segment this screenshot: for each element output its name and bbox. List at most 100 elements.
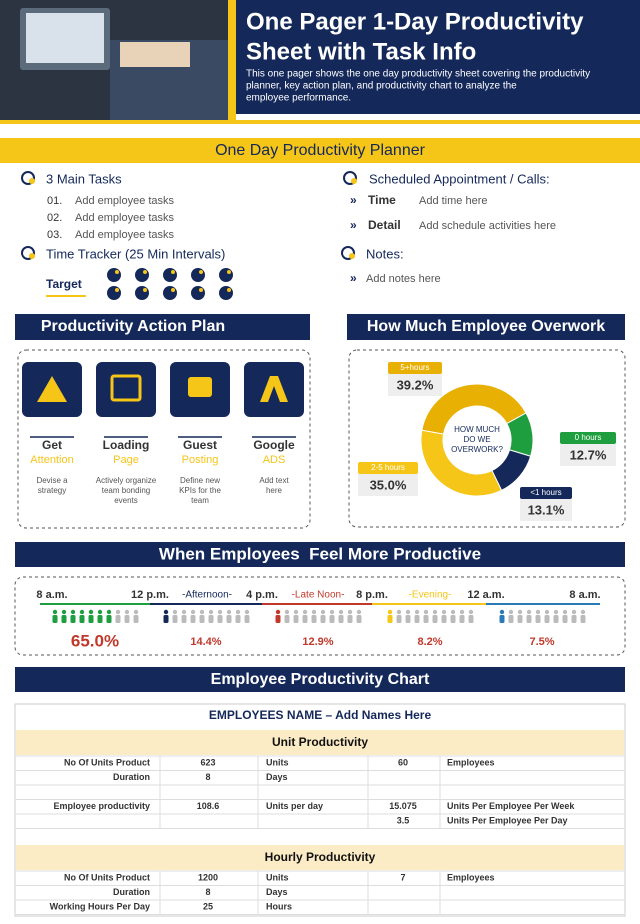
person-head [571, 609, 577, 615]
table-cell: 7 [400, 872, 405, 882]
icon-glyph [110, 374, 142, 402]
title: One Pager 1-Day Productivity [246, 8, 584, 35]
task-text: Add employee tasks [75, 229, 175, 241]
person-body [517, 615, 523, 623]
person-body [133, 615, 139, 623]
action-icon [244, 362, 304, 417]
value-box [388, 374, 442, 396]
legend-label: 0 hours [575, 433, 602, 442]
value-label: 12.7% [570, 447, 607, 462]
person-body [396, 615, 402, 623]
value-label: 39.2% [397, 377, 434, 392]
share-label: 12.9% [302, 636, 333, 648]
tracker-dot-accent [143, 288, 147, 292]
person-head [387, 609, 393, 615]
description-line: employee performance. [246, 93, 351, 104]
chevron: » [350, 271, 357, 285]
person-body [580, 615, 586, 623]
heading: Scheduled Appointment / Calls: [369, 171, 550, 186]
section-band [15, 667, 625, 692]
table-cell: 8 [205, 772, 210, 782]
legend-tag [358, 462, 418, 474]
person-head [450, 609, 456, 615]
tracker-dot [163, 286, 177, 300]
legend-tag [388, 362, 442, 374]
tracker-dot [219, 286, 233, 300]
description: This one pager shows the one day product… [246, 69, 590, 104]
person-head [97, 609, 103, 615]
person-body [499, 615, 505, 623]
table-cell: 1200 [198, 872, 218, 882]
tracker-dot-accent [227, 288, 231, 292]
table-cell: No Of Units Product [64, 872, 150, 882]
note-text: Add notes here [366, 273, 441, 285]
time-label: 12 a.m. [467, 589, 504, 601]
bullet-dot [351, 178, 357, 184]
section-band [0, 138, 640, 163]
person-head [124, 609, 130, 615]
table-cell: Hours [266, 901, 292, 911]
action-icon [96, 362, 156, 417]
table-cell: Days [266, 772, 288, 782]
share-label: 14.4% [190, 636, 221, 648]
person-body [88, 615, 94, 623]
header-panel [236, 0, 640, 114]
action-title: Google [253, 438, 295, 452]
icon-glyph [37, 376, 67, 402]
table-cell: 60 [398, 757, 408, 767]
person-body [329, 615, 335, 623]
table-cell: Units Per Employee Per Week [447, 801, 575, 811]
bullet [343, 171, 357, 185]
table-cell: 623 [200, 757, 215, 767]
person-head [423, 609, 429, 615]
person-head [499, 609, 505, 615]
person-body [235, 615, 241, 623]
person-head [172, 609, 178, 615]
section-header [16, 730, 624, 755]
section-title: When Employees Feel More Productive [159, 544, 481, 563]
action-title: Get [42, 438, 62, 452]
person-head [52, 609, 58, 615]
person-body [571, 615, 577, 623]
person-head [544, 609, 550, 615]
heading: Notes: [366, 246, 404, 261]
value-label: 13.1% [528, 502, 565, 517]
person-head [441, 609, 447, 615]
tracker-dot [107, 286, 121, 300]
person-body [347, 615, 353, 623]
tracker-dot-accent [115, 288, 119, 292]
table-cell: Units [266, 872, 289, 882]
table-cell: Employee productivity [53, 801, 150, 811]
person-body [535, 615, 541, 623]
table-cell: Days [266, 887, 288, 897]
person-body [181, 615, 187, 623]
period-label: -Late Noon- [292, 590, 345, 601]
person-head [115, 609, 121, 615]
action-subtitle: Posting [182, 454, 219, 466]
person-body [199, 615, 205, 623]
person-head [199, 609, 205, 615]
person-body [293, 615, 299, 623]
person-head [79, 609, 85, 615]
time-label: 12 p.m. [131, 589, 169, 601]
tracker-dot-accent [143, 270, 147, 274]
table-cell: Employees [447, 872, 495, 882]
table-title: EMPLOYEES NAME – Add Names Here [209, 708, 432, 722]
person-body [526, 615, 532, 623]
action-desc: team bonding [102, 486, 150, 495]
person-body [190, 615, 196, 623]
person-body [414, 615, 420, 623]
bullet [341, 246, 355, 260]
person-head [181, 609, 187, 615]
person-body [432, 615, 438, 623]
tracker-dot-accent [171, 288, 175, 292]
person-head [468, 609, 474, 615]
person-head [329, 609, 335, 615]
legend-label: 5+hours [400, 363, 429, 372]
bullet [21, 246, 35, 260]
donut-segment [420, 429, 503, 497]
person-body [97, 615, 103, 623]
description-line: planner, key action plan, and productivi… [246, 81, 517, 92]
